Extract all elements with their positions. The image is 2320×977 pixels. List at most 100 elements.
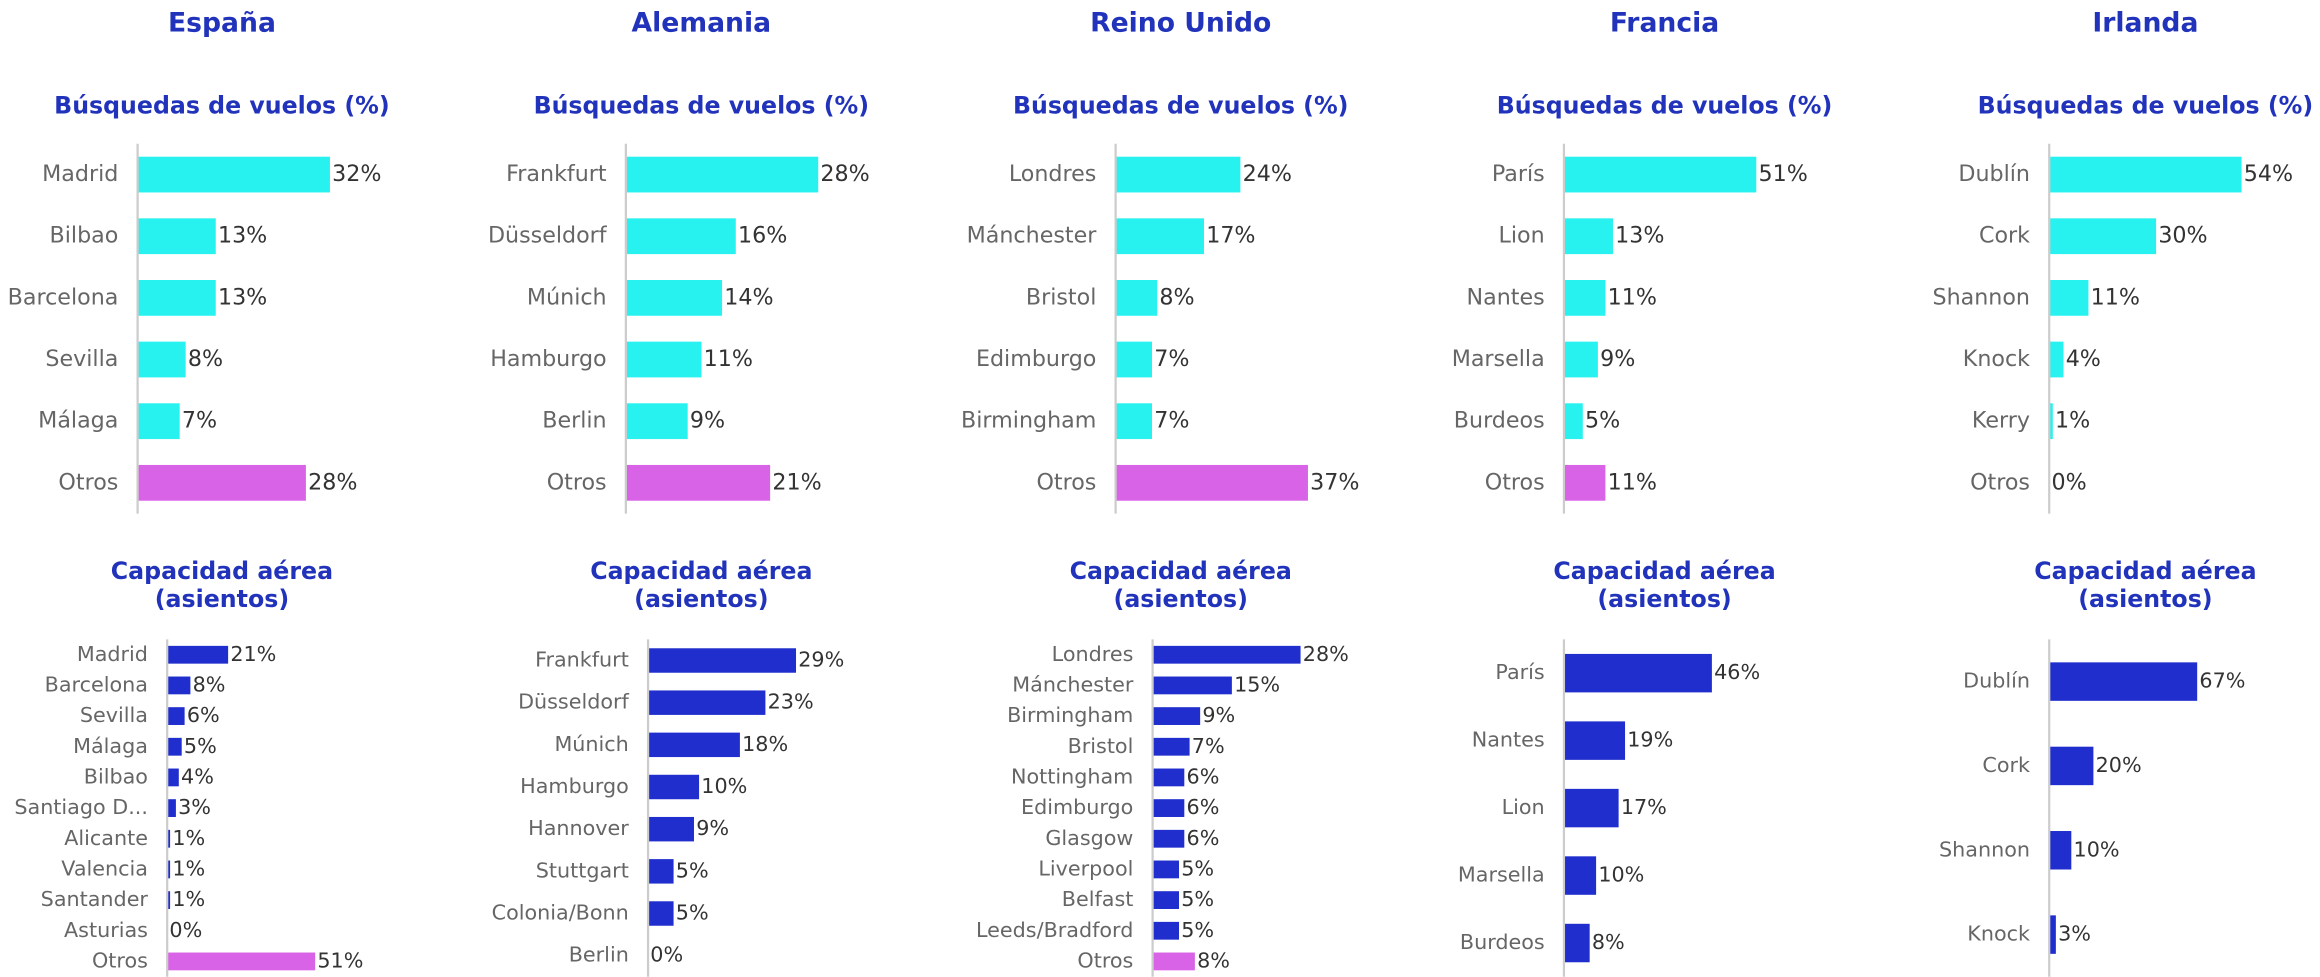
bar (648, 859, 674, 884)
category-label: Cork (1979, 223, 2030, 249)
value-label: 6% (1187, 795, 1220, 819)
value-label: 67% (2199, 669, 2245, 693)
category-label: Hamburgo (520, 774, 629, 798)
value-label: 0% (650, 943, 683, 967)
bar (2049, 403, 2053, 440)
value-label: 6% (1187, 826, 1220, 850)
value-label: 5% (1585, 408, 1620, 434)
value-label: 19% (1627, 728, 1673, 752)
chart-title-box: Capacidad aérea (asientos) (111, 557, 333, 613)
country-heading: Francia (1610, 7, 1719, 38)
category-label: Bristol (1068, 734, 1134, 758)
category-label: Nantes (1467, 284, 1545, 310)
bar (167, 952, 316, 971)
category-label: Bilbao (84, 764, 148, 788)
bar (2049, 218, 2157, 255)
bar (1563, 856, 1597, 895)
category-label: Birmingham (961, 408, 1096, 434)
category-label: Nantes (1472, 728, 1545, 752)
bar (1152, 707, 1201, 725)
bar (2049, 831, 2072, 870)
category-label: Málaga (73, 734, 148, 758)
bar (1563, 464, 1606, 501)
country-heading: España (168, 7, 276, 38)
category-label: París (1495, 660, 1544, 684)
category-label: Lion (1502, 795, 1545, 819)
bar (1563, 923, 1590, 963)
country-heading: Irlanda (2092, 7, 2198, 38)
bar (2049, 280, 2089, 316)
category-label: Santander (41, 887, 149, 911)
category-label: Düsseldorf (518, 690, 629, 714)
value-label: 7% (1154, 408, 1189, 434)
bar (167, 860, 171, 879)
category-label: Berlin (569, 943, 629, 967)
category-label: Sevilla (80, 703, 148, 727)
value-label: 21% (230, 642, 276, 666)
bar (1152, 799, 1185, 817)
country-heading: Alemania (632, 7, 772, 38)
value-label: 8% (193, 672, 226, 696)
category-label: Otros (1077, 948, 1133, 972)
value-label: 8% (188, 346, 223, 372)
category-label: Shannon (1932, 284, 2030, 310)
bar (1115, 341, 1153, 378)
category-label: Bristol (1026, 284, 1097, 310)
value-label: 5% (676, 858, 709, 882)
value-label: 21% (772, 469, 821, 495)
value-label: 11% (704, 346, 753, 372)
value-label: 24% (1243, 161, 1292, 187)
bar (1563, 280, 1606, 316)
category-label: Nottingham (1011, 764, 1133, 788)
category-label: Glasgow (1045, 826, 1133, 850)
value-label: 54% (2244, 161, 2293, 187)
value-label: 0% (169, 918, 202, 942)
category-label: Dublín (1958, 161, 2030, 187)
category-label: Otros (1485, 469, 1545, 495)
category-label: Frankfurt (535, 648, 629, 672)
category-label: Hannover (528, 816, 629, 840)
value-label: 1% (172, 887, 205, 911)
bar (137, 403, 180, 440)
bar (137, 218, 216, 255)
bar (1152, 768, 1185, 787)
bar (167, 768, 179, 787)
bar (648, 690, 766, 715)
category-label: Hamburgo (490, 346, 606, 372)
value-label: 6% (1187, 764, 1220, 788)
category-label: Burdeos (1460, 930, 1545, 954)
bar (2049, 662, 2198, 701)
category-label: Knock (1963, 346, 2030, 372)
chart-title-box: Capacidad aérea (asientos) (590, 557, 812, 613)
category-label: Bilbao (50, 223, 119, 249)
value-label: 32% (332, 161, 381, 187)
value-label: 9% (1600, 346, 1635, 372)
value-label: 9% (696, 816, 729, 840)
value-label: 5% (1181, 887, 1214, 911)
value-label: 16% (738, 223, 787, 249)
value-label: 28% (1303, 642, 1349, 666)
bar (625, 341, 702, 378)
value-label: 51% (1758, 161, 1807, 187)
category-label: Stuttgart (536, 858, 629, 882)
value-label: 15% (1234, 672, 1280, 696)
category-label: Knock (1967, 922, 2030, 946)
value-label: 23% (768, 690, 814, 714)
value-label: 37% (1310, 469, 1359, 495)
category-label: Otros (547, 469, 607, 495)
value-label: 6% (187, 703, 220, 727)
category-label: Dublín (1963, 669, 2030, 693)
category-label: París (1492, 161, 1545, 187)
bar (1563, 653, 1712, 693)
bar (167, 829, 171, 848)
bar (2049, 341, 2064, 378)
category-label: Otros (58, 469, 118, 495)
value-label: 8% (1197, 948, 1230, 972)
chart-title-box: Capacidad aérea (asientos) (1070, 557, 1292, 613)
bar (1563, 403, 1583, 440)
bar (1152, 645, 1301, 664)
value-label: 9% (1202, 703, 1235, 727)
chart-title: Búsquedas de vuelos (%) (1978, 91, 2314, 119)
country-heading: Reino Unido (1090, 7, 1271, 38)
